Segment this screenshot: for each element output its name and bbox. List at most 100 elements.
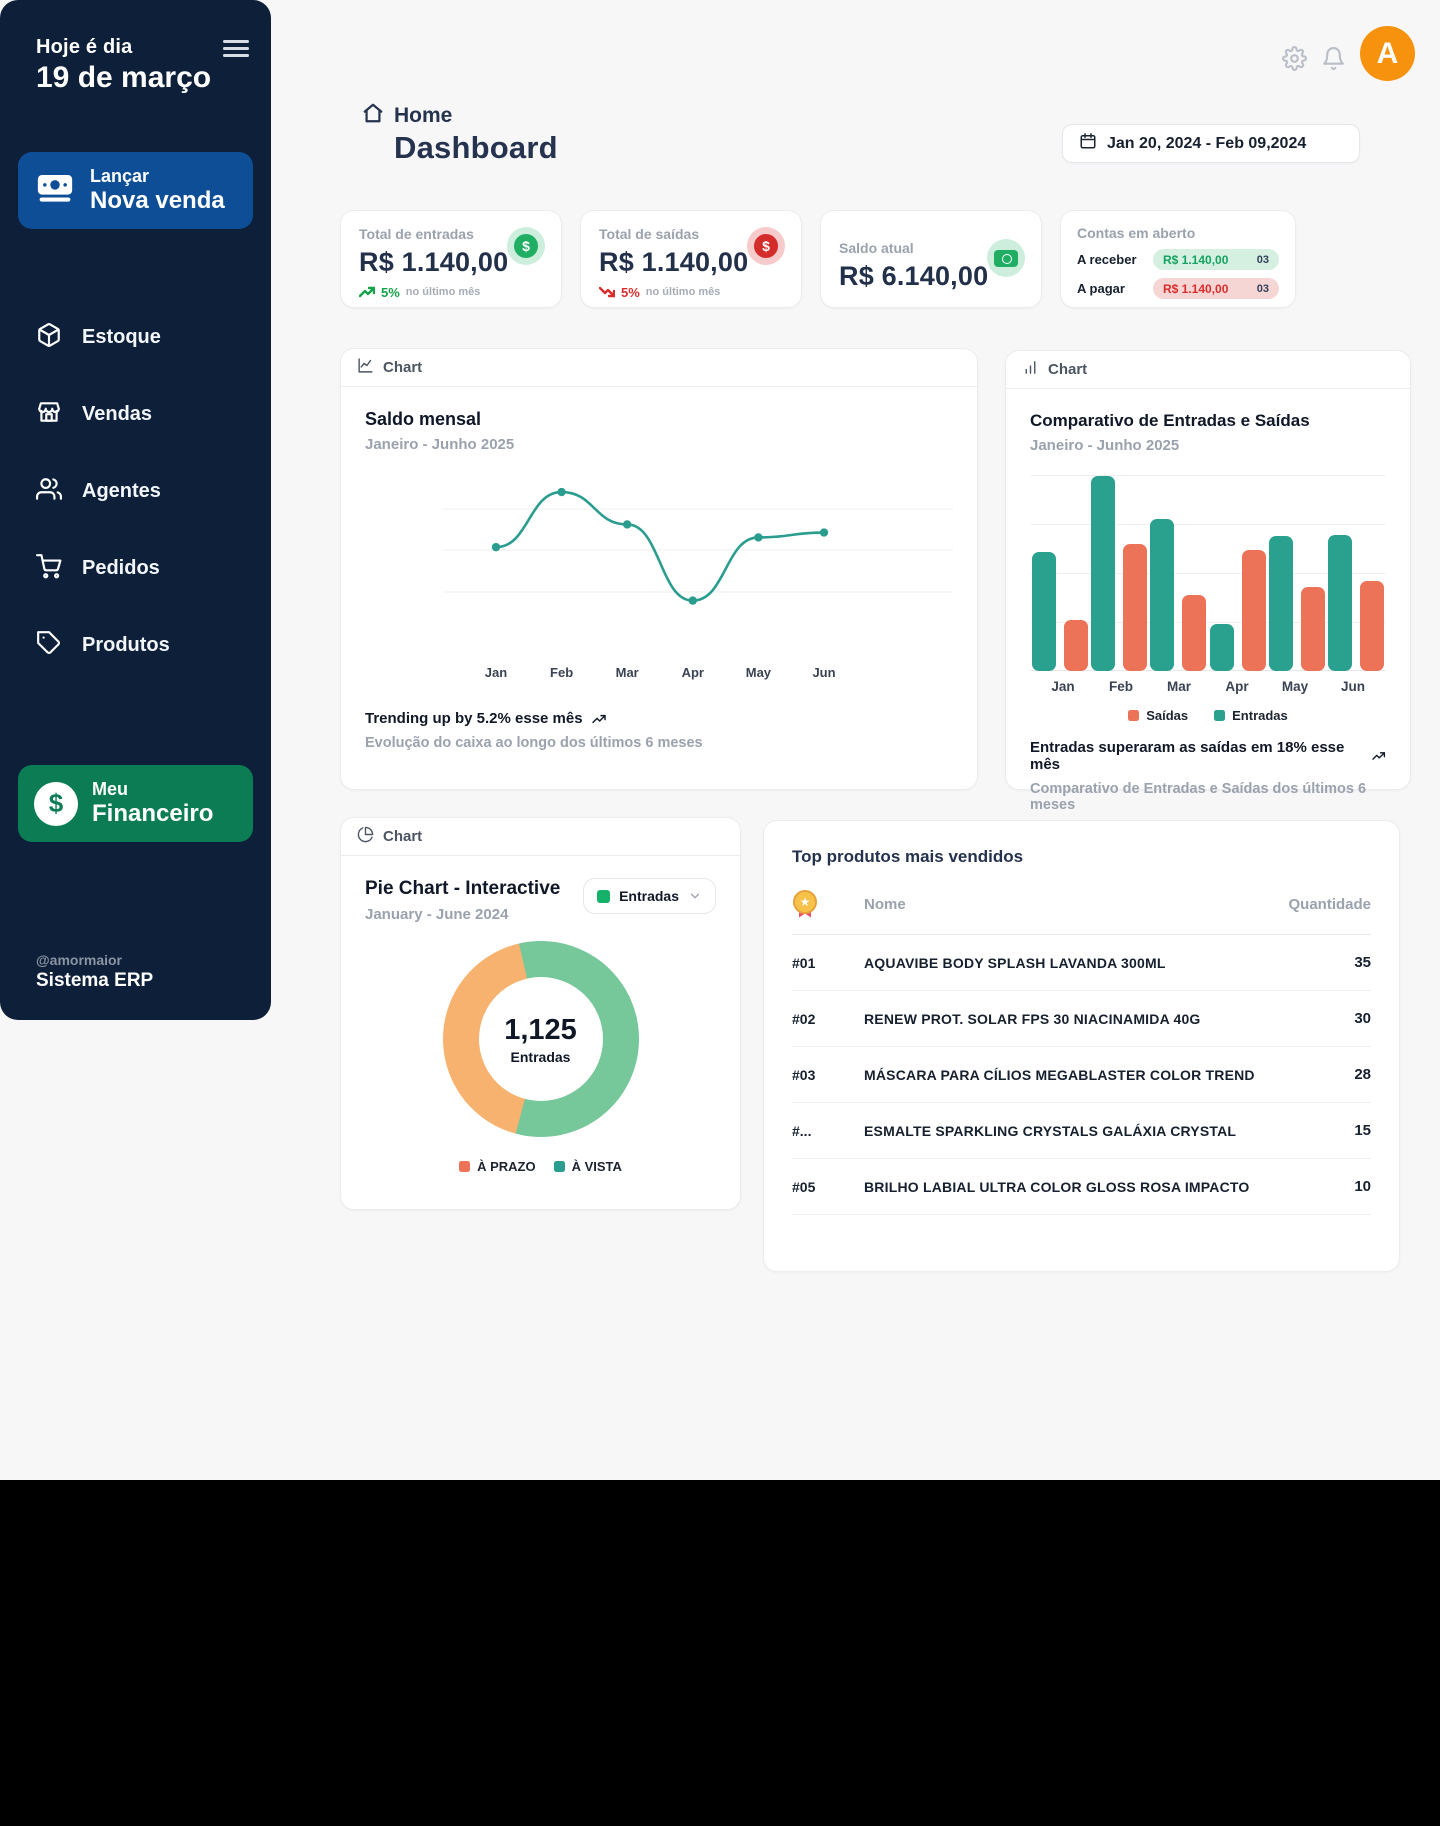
dollar-red-icon: $ <box>747 227 785 265</box>
row-rank: #01 <box>792 954 816 971</box>
line-chart-icon <box>357 357 374 379</box>
bell-icon[interactable] <box>1321 46 1346 76</box>
table-row: #... ESMALTE SPARKLING CRYSTALS GALÁXIA … <box>792 1103 1371 1159</box>
stat-delta: 5% <box>621 284 640 300</box>
bar-x-label: Feb <box>1108 679 1133 694</box>
sidebar-item-label: Agentes <box>82 479 161 502</box>
gear-icon[interactable] <box>1282 45 1307 76</box>
bar-entradas-mar <box>1150 518 1175 671</box>
sidebar-item-produtos[interactable]: Produtos <box>0 618 271 672</box>
menu-icon[interactable] <box>223 40 249 60</box>
table-row: #01 AQUAVIBE BODY SPLASH LAVANDA 300ML 3… <box>792 935 1371 991</box>
row-name: AQUAVIBE BODY SPLASH LAVANDA 300ML <box>864 954 1166 971</box>
bar-saídas-jan <box>1064 620 1088 671</box>
svg-text:Mar: Mar <box>616 665 639 680</box>
page-title: Dashboard <box>394 130 558 165</box>
sidebar-item-label: Pedidos <box>82 556 160 579</box>
entradas-swatch <box>1214 710 1226 721</box>
line-chart-card: Chart Saldo mensal Janeiro - Junho 2025 … <box>340 348 978 790</box>
avista-swatch <box>553 1161 565 1172</box>
bar-chart <box>1030 475 1386 671</box>
dropdown-swatch <box>597 889 611 903</box>
sidebar: Hoje é dia 19 de março Lançar Nova venda <box>0 0 271 1020</box>
tag-icon <box>36 630 62 661</box>
pie-chart-subtitle: January - June 2024 <box>365 906 509 923</box>
stat-note: no último mês <box>645 286 721 298</box>
bar-chart-subtitle: Janeiro - Junho 2025 <box>1030 437 1180 454</box>
svg-text:Jun: Jun <box>812 665 835 680</box>
column-header-nome: Nome <box>864 896 906 913</box>
chart-tab-label: Chart <box>383 828 423 845</box>
bar-entradas-feb <box>1091 476 1116 671</box>
legend-label: À VISTA <box>571 1159 622 1174</box>
trending-up-icon <box>591 714 606 723</box>
breadcrumb-home[interactable]: Home <box>394 103 453 127</box>
stat-note: no último mês <box>405 286 481 298</box>
users-icon <box>36 476 62 507</box>
table-header: ★ Nome Quantidade <box>792 875 1371 935</box>
bar-x-label: Mar <box>1166 679 1191 694</box>
bar-group-may <box>1268 536 1325 671</box>
dollar-green-icon: $ <box>507 227 545 265</box>
sidebar-nav: Estoque Vendas Agentes Pedidos <box>0 310 271 695</box>
banknote-icon <box>34 167 76 214</box>
bar-saídas-may <box>1300 587 1325 671</box>
bar-footer-bold: Entradas superaram as saídas em 18% esse… <box>1030 739 1345 773</box>
row-qty: 10 <box>1354 1178 1371 1195</box>
legend-label: Entradas <box>1232 708 1288 723</box>
sidebar-item-agentes[interactable]: Agentes <box>0 464 271 518</box>
stat-delta: 5% <box>381 284 400 300</box>
donut-chart: 1,125 Entradas <box>442 941 639 1137</box>
bar-entradas-jun <box>1327 534 1352 671</box>
row-qty: 35 <box>1354 954 1371 971</box>
avatar[interactable]: A <box>1360 26 1415 81</box>
table-row: #02 RENEW PROT. SOLAR FPS 30 NIACINAMIDA… <box>792 991 1371 1047</box>
line-footer-sub: Evolução do caixa ao longo dos últimos 6… <box>365 735 703 751</box>
stat-card-entradas: Total de entradas R$ 1.140,00 5% no últi… <box>340 210 562 308</box>
row-rank: #... <box>792 1122 812 1139</box>
contas-row-receber: A receber R$ 1.140,00 03 <box>1077 249 1279 270</box>
bar-chart-x-labels: Jan Feb Mar Apr May Jun <box>1030 679 1386 694</box>
donut-total: 1,125 <box>504 1013 577 1046</box>
sidebar-item-label: Estoque <box>82 325 161 348</box>
line-footer-bold: Trending up by 5.2% esse mês <box>365 710 583 727</box>
row-qty: 28 <box>1354 1066 1371 1083</box>
cart-icon <box>36 553 62 584</box>
package-icon <box>36 322 62 353</box>
pill-amount: R$ 1.140,00 <box>1163 281 1229 296</box>
new-sale-button[interactable]: Lançar Nova venda <box>18 152 253 229</box>
row-name: RENEW PROT. SOLAR FPS 30 NIACINAMIDA 40G <box>864 1010 1201 1027</box>
sidebar-item-label: Vendas <box>82 402 153 425</box>
series-dropdown[interactable]: Entradas <box>583 878 716 914</box>
dollar-circle-icon: $ <box>34 781 78 826</box>
bar-chart-icon <box>1022 359 1039 381</box>
home-icon <box>362 102 384 129</box>
pie-chart-card: Chart Pie Chart - Interactive January - … <box>340 817 741 1210</box>
legend-item-avista: À VISTA <box>553 1159 622 1174</box>
donut-center-label: Entradas <box>510 1048 571 1065</box>
bar-chart-legend: Saídas Entradas <box>1030 708 1386 723</box>
row-name: ESMALTE SPARKLING CRYSTALS GALÁXIA CRYST… <box>864 1122 1237 1139</box>
footer-brand: Sistema ERP <box>36 970 154 991</box>
sidebar-item-pedidos[interactable]: Pedidos <box>0 541 271 595</box>
legend-item-entradas: Entradas <box>1214 708 1288 723</box>
saidas-swatch <box>1128 710 1140 721</box>
bar-saídas-jun <box>1359 581 1384 671</box>
sidebar-item-vendas[interactable]: Vendas <box>0 387 271 441</box>
meu-financeiro-button[interactable]: $ Meu Financeiro <box>18 765 253 842</box>
bar-entradas-may <box>1268 536 1293 671</box>
sidebar-item-estoque[interactable]: Estoque <box>0 310 271 364</box>
breadcrumb: Home Dashboard <box>362 102 558 166</box>
pill-count: 03 <box>1256 282 1269 295</box>
trending-up-icon <box>1371 752 1385 760</box>
stat-label: Saldo atual <box>839 240 914 256</box>
stat-card-saidas: Total de saídas R$ 1.140,00 5% no último… <box>580 210 802 308</box>
new-sale-bottom-label: Nova venda <box>90 186 225 214</box>
date-range-picker[interactable]: Jan 20, 2024 - Feb 09,2024 <box>1062 124 1360 163</box>
cash-icon <box>987 239 1025 277</box>
bar-entradas-jan <box>1032 552 1056 671</box>
page-bottom-black-area <box>0 1480 1440 1826</box>
line-chart-subtitle: Janeiro - Junho 2025 <box>365 436 515 453</box>
bar-saídas-apr <box>1241 550 1266 671</box>
contas-row-label: A receber <box>1077 252 1137 267</box>
